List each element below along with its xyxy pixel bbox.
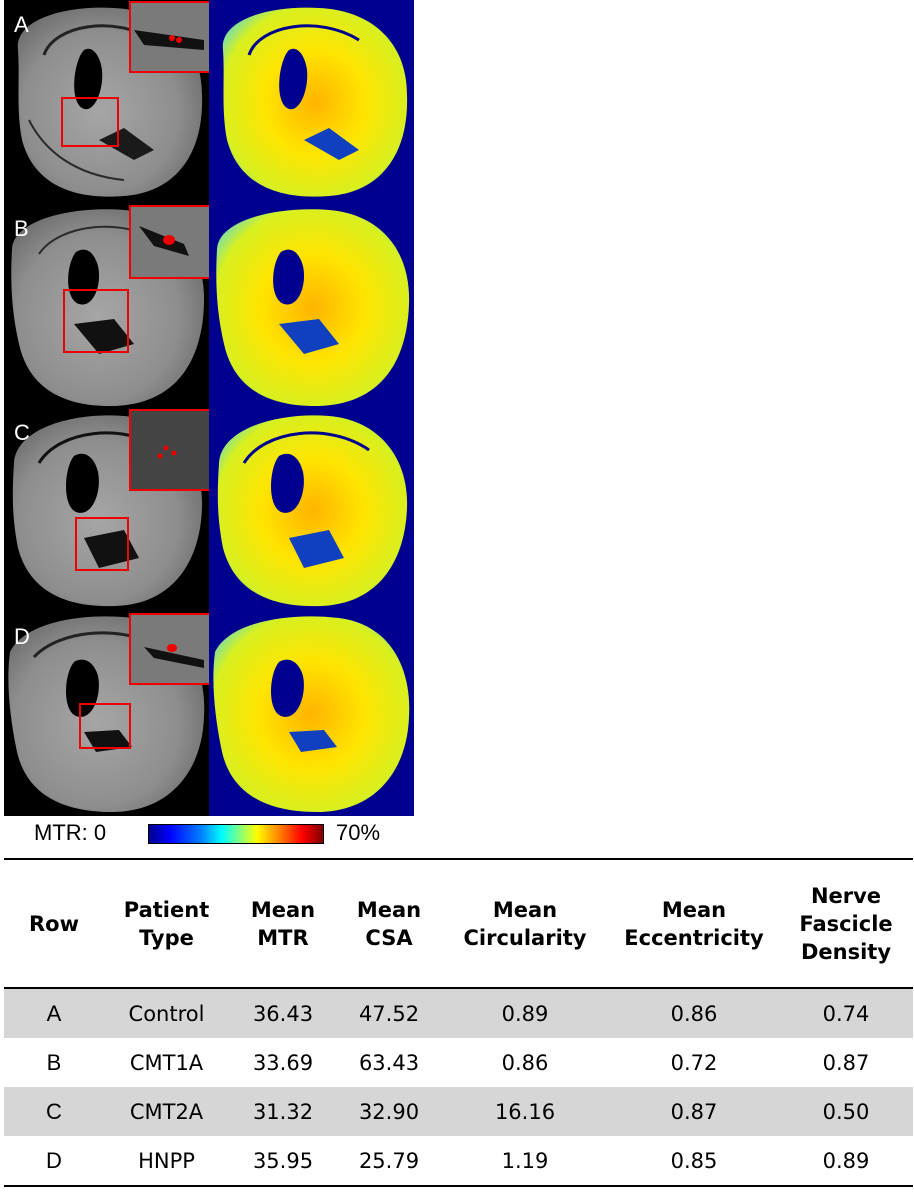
colorbar-max-label: 70%: [336, 820, 381, 845]
table-row: C CMT2A 31.32 32.90 16.16 0.87 0.50: [4, 1087, 913, 1136]
mtr-colorbar: MTR: 0 70%: [0, 818, 420, 848]
cell-mean-mtr: 35.95: [252, 1148, 314, 1173]
cell-row: C: [46, 1098, 62, 1124]
cell-patient-type: HNPP: [138, 1148, 195, 1173]
cell-nerve-fascicle-density: 0.89: [822, 1148, 870, 1173]
grayscale-mri-image: [4, 0, 209, 204]
panel-letter: C: [14, 420, 30, 445]
colorbar-gradient: [148, 824, 324, 844]
table-row: D HNPP 35.95 25.79 1.19 0.85 0.89: [4, 1136, 913, 1185]
cell-patient-type: CMT1A: [129, 1050, 204, 1075]
table-row: A Control 36.43 47.52 0.89 0.86 0.74: [4, 989, 913, 1038]
cell-nerve-fascicle-density: 0.50: [822, 1099, 870, 1124]
header-row: Row: [29, 911, 79, 936]
cell-mean-circularity: 1.19: [501, 1148, 549, 1173]
header-patient-type: Patient Type: [123, 897, 210, 950]
cell-mean-circularity: 0.86: [501, 1050, 549, 1075]
cell-patient-type: Control: [128, 1001, 205, 1026]
panel-letter: B: [14, 216, 29, 241]
cell-mean-eccentricity: 0.86: [670, 1001, 718, 1026]
table-bottom-rule: [4, 1185, 913, 1187]
cell-row: D: [46, 1147, 62, 1173]
header-mean-eccentricity: Mean Eccentricity: [624, 897, 764, 950]
panel-row-c: C: [4, 408, 414, 612]
header-mean-circularity: Mean Circularity: [463, 897, 587, 950]
header-mean-csa: Mean CSA: [356, 897, 422, 950]
table-row: B CMT1A 33.69 63.43 0.86 0.72 0.87: [4, 1038, 913, 1087]
panel-letter: D: [14, 624, 30, 649]
grayscale-mri-image: [4, 612, 209, 816]
mtr-colormap-image: [209, 204, 414, 408]
panel-row-b: B: [4, 204, 414, 408]
results-table: Row Patient Type Mean MTR Mean CSA Mean Circ…: [4, 858, 913, 1188]
cell-mean-mtr: 36.43: [252, 1001, 314, 1026]
cell-mean-eccentricity: 0.72: [670, 1050, 718, 1075]
cell-patient-type: CMT2A: [129, 1099, 204, 1124]
cell-row: A: [46, 1000, 62, 1026]
mtr-colormap-image: [209, 612, 414, 816]
cell-mean-mtr: 33.69: [252, 1050, 314, 1075]
cell-mean-circularity: 0.89: [501, 1001, 549, 1026]
cell-mean-mtr: 31.32: [252, 1099, 314, 1124]
table-top-rule: [4, 858, 913, 860]
cell-nerve-fascicle-density: 0.74: [822, 1001, 870, 1026]
grayscale-mri-image: [4, 408, 209, 612]
panel-row-a: A: [4, 0, 414, 204]
header-mean-mtr: Mean MTR: [250, 897, 316, 950]
cell-mean-eccentricity: 0.87: [670, 1099, 718, 1124]
mri-figure: A B: [4, 0, 414, 816]
mtr-colormap-image: [209, 408, 414, 612]
panel-row-d: D: [4, 612, 414, 816]
cell-nerve-fascicle-density: 0.87: [822, 1050, 870, 1075]
mtr-colormap-image: [209, 0, 414, 204]
colorbar-min-label: MTR: 0: [34, 820, 107, 845]
grayscale-mri-image: [4, 204, 209, 408]
cell-mean-eccentricity: 0.85: [670, 1148, 718, 1173]
cell-mean-csa: 47.52: [358, 1001, 420, 1026]
table-header-rule: [4, 987, 913, 989]
panel-letter: A: [14, 12, 29, 37]
header-nerve-fascicle-density: Nerve Fascicle Density: [799, 883, 893, 964]
cell-row: B: [46, 1049, 62, 1075]
cell-mean-csa: 32.90: [358, 1099, 420, 1124]
cell-mean-csa: 63.43: [358, 1050, 420, 1075]
cell-mean-circularity: 16.16: [494, 1099, 556, 1124]
cell-mean-csa: 25.79: [358, 1148, 420, 1173]
